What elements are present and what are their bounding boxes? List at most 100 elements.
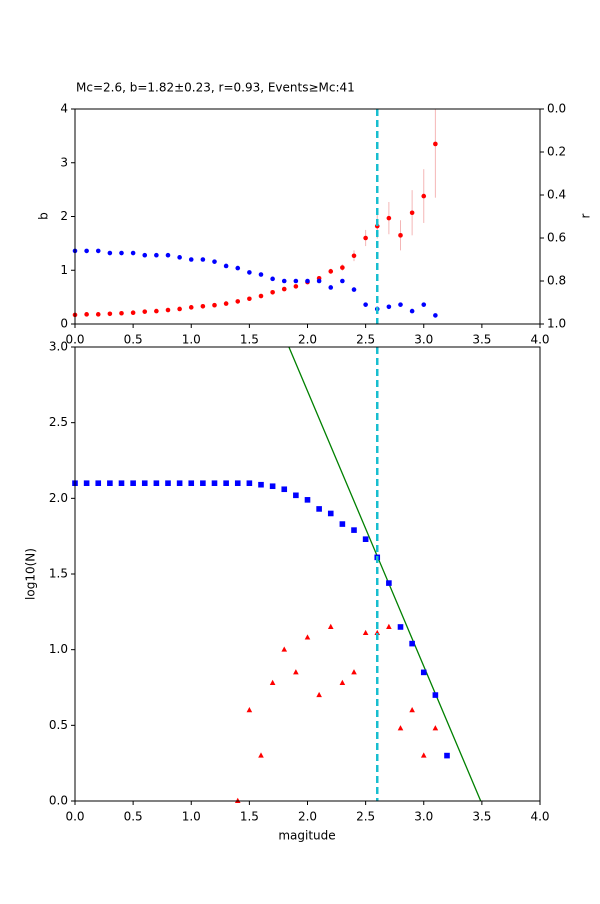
point <box>339 679 346 685</box>
point <box>118 480 125 486</box>
point <box>386 304 392 310</box>
point <box>200 480 206 486</box>
point <box>177 306 182 312</box>
point <box>305 278 310 284</box>
y2-axis-label: r <box>579 213 593 218</box>
y2-tick-label: 1.0 <box>547 317 566 331</box>
point <box>351 669 357 675</box>
point <box>142 252 148 258</box>
point <box>258 272 264 277</box>
y-axis-label: b <box>37 212 51 220</box>
point <box>386 623 392 629</box>
point <box>84 248 89 254</box>
point <box>212 259 217 264</box>
point <box>130 250 136 256</box>
point <box>409 640 415 647</box>
point <box>177 255 182 260</box>
point <box>293 669 299 675</box>
point <box>223 301 229 306</box>
point <box>409 210 415 216</box>
point <box>398 233 403 238</box>
y-tick-label: 3 <box>60 155 68 169</box>
y-tick-label: 3.0 <box>49 340 68 354</box>
point <box>142 309 148 314</box>
point <box>374 629 381 636</box>
point <box>351 287 357 292</box>
y-tick-label: 0.5 <box>49 718 68 732</box>
x-tick-label: 1.5 <box>240 333 259 347</box>
point <box>432 725 439 731</box>
x-tick-label: 2.5 <box>356 810 375 824</box>
chart-title: Mc=2.6, b=1.82±0.23, r=0.93, Events≥Mc:4… <box>76 81 355 95</box>
point <box>327 510 334 517</box>
point <box>154 308 159 314</box>
plot-area <box>75 109 540 324</box>
x-tick-label: 4.0 <box>530 333 549 347</box>
point <box>165 480 171 486</box>
point <box>386 215 392 221</box>
point <box>420 752 427 758</box>
point <box>293 278 299 284</box>
x-tick-label: 4.0 <box>530 810 549 824</box>
point <box>95 312 101 317</box>
point <box>340 278 345 284</box>
y2-tick-label: 0.8 <box>547 274 566 288</box>
point <box>153 480 160 486</box>
x-tick-label: 0.5 <box>124 810 143 824</box>
point <box>432 692 439 698</box>
x-tick-label: 1.0 <box>182 333 201 347</box>
x-axis-label: magitude <box>278 829 335 843</box>
point <box>386 580 392 586</box>
point <box>188 480 195 486</box>
point <box>258 293 264 299</box>
point <box>351 527 357 533</box>
y-tick-label: 1.0 <box>49 642 68 656</box>
point <box>223 263 229 269</box>
x-tick-label: 3.0 <box>414 810 433 824</box>
x-tick-label: 2.0 <box>298 810 317 824</box>
x-tick-label: 2.5 <box>356 333 375 347</box>
y2-tick-label: 0.4 <box>547 188 566 202</box>
x-tick-label: 3.0 <box>414 333 433 347</box>
y2-tick-label: 0.6 <box>547 231 566 245</box>
point <box>141 480 148 486</box>
point <box>235 299 241 304</box>
point <box>281 486 288 493</box>
x-tick-label: 2.0 <box>298 333 317 347</box>
point <box>83 480 90 486</box>
point <box>362 536 369 542</box>
point <box>269 679 276 685</box>
plot-content <box>288 347 482 801</box>
point <box>327 623 334 629</box>
point <box>398 302 403 307</box>
x-tick-label: 1.5 <box>240 810 259 824</box>
point <box>421 302 427 307</box>
y2-tick-label: 0.0 <box>547 102 566 116</box>
x-tick-label: 3.5 <box>472 333 491 347</box>
point <box>420 669 427 676</box>
point <box>119 310 124 316</box>
point <box>188 257 194 262</box>
y-tick-label: 1.5 <box>49 567 68 581</box>
x-tick-label: 0.5 <box>124 333 143 347</box>
point <box>95 480 102 486</box>
point <box>258 481 264 488</box>
plot-area <box>75 347 540 801</box>
point <box>363 302 368 307</box>
point <box>397 725 404 731</box>
y-tick-label: 1 <box>60 263 68 277</box>
point <box>234 797 241 803</box>
fit-line <box>288 347 482 801</box>
y-tick-label: 2.0 <box>49 491 68 505</box>
point <box>328 285 334 290</box>
point <box>281 286 287 292</box>
point <box>234 480 241 486</box>
point <box>397 624 404 630</box>
y-tick-label: 2 <box>60 209 68 223</box>
point <box>130 480 136 486</box>
point <box>293 284 299 289</box>
point <box>270 276 275 282</box>
point <box>107 311 113 317</box>
y-tick-label: 0 <box>60 317 68 331</box>
